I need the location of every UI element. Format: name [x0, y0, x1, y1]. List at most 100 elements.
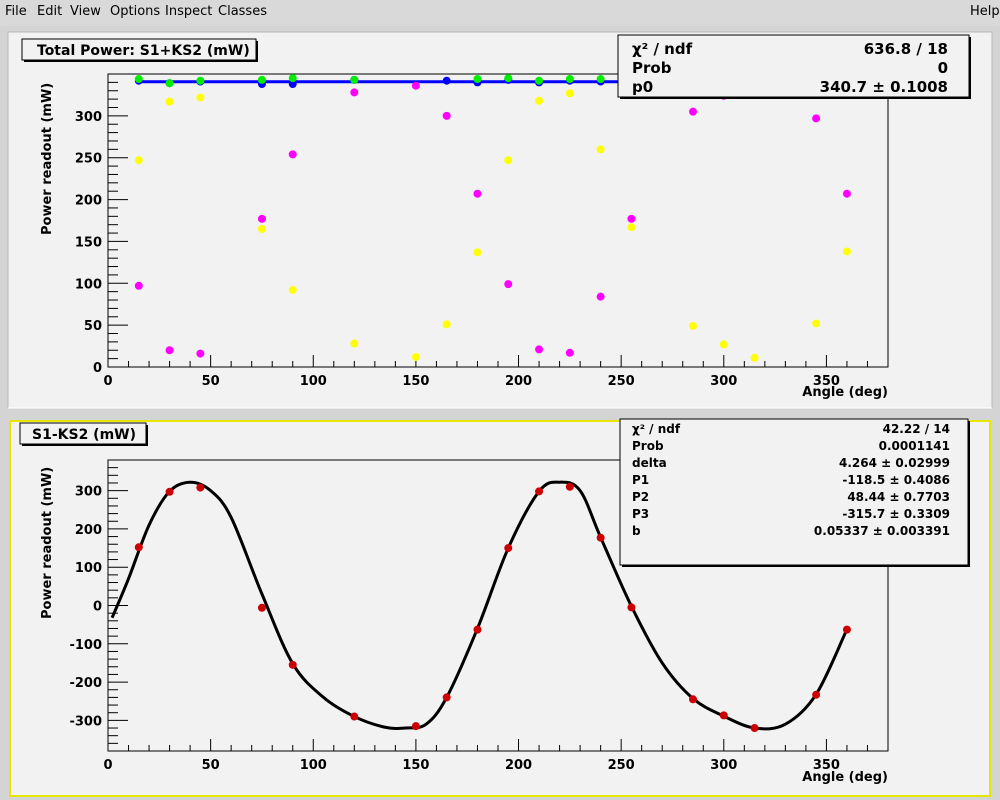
data-point [750, 724, 759, 733]
menu-file[interactable]: File [5, 4, 27, 19]
x-tick-label: 250 [608, 374, 635, 389]
data-point-yellow [627, 223, 636, 232]
data-point [812, 690, 821, 699]
data-point-magenta [535, 345, 544, 354]
stat-value: -118.5 ± 0.4086 [842, 473, 950, 487]
x-tick-label: 0 [103, 758, 112, 773]
fit-difference [110, 480, 849, 731]
stat-value: 0.0001141 [879, 439, 950, 453]
data-point [350, 712, 359, 721]
fit-curve [110, 480, 849, 731]
data-point-yellow [750, 353, 759, 362]
data-point-magenta [350, 88, 359, 97]
data-point-magenta [165, 346, 174, 355]
stat-label: χ² / ndf [632, 40, 693, 58]
data-point-magenta [411, 81, 420, 90]
data-point [196, 483, 205, 492]
stat-label: P1 [632, 473, 649, 487]
y-tick-label: -300 [69, 714, 102, 729]
stat-label: delta [632, 456, 667, 470]
data-point-yellow [473, 248, 482, 257]
data-point-magenta [196, 349, 205, 358]
x-tick-label: 150 [402, 374, 429, 389]
x-tick-label: 250 [608, 758, 635, 773]
menu-edit[interactable]: Edit [37, 4, 63, 19]
data-point-yellow [196, 93, 205, 102]
stat-value: 48.44 ± 0.7703 [847, 490, 950, 504]
data-point-yellow [288, 285, 297, 294]
x-tick-label: 100 [300, 758, 327, 773]
stat-value: -315.7 ± 0.3309 [842, 507, 950, 521]
pad-total-power[interactable]: 0 50 100 150 200 250 300 350050100150200250300 … [7, 31, 993, 409]
data-point [473, 625, 482, 634]
data-point-green [596, 75, 605, 84]
x-tick-label: 300 [710, 758, 737, 773]
data-point-blue [442, 76, 451, 85]
data-point-magenta [442, 111, 451, 120]
data-point-green [196, 76, 205, 85]
data-point-magenta [473, 189, 482, 198]
stat-value: 42.22 / 14 [883, 422, 950, 436]
data-point [627, 603, 636, 612]
data-point [535, 487, 544, 496]
data-point [288, 660, 297, 669]
data-point-magenta [627, 214, 636, 223]
menu-help[interactable]: Help [970, 4, 1000, 19]
data-point-yellow [689, 321, 697, 330]
menu-inspect[interactable]: Inspect [165, 4, 213, 19]
menu-classes[interactable]: Classes [218, 4, 267, 19]
data-point [257, 603, 266, 612]
title-difference: S1-KS2 (mW) [32, 427, 136, 443]
stat-value: 0.05337 ± 0.003391 [814, 524, 950, 538]
y-tick-label: 150 [75, 235, 102, 250]
stat-value: 0 [938, 59, 948, 77]
stat-value: 340.7 ± 0.1008 [820, 78, 948, 96]
data-point-magenta [504, 280, 513, 289]
x-tick-label: 200 [505, 374, 532, 389]
menu-options[interactable]: Options [110, 4, 161, 19]
y-tick-label: 100 [75, 561, 102, 576]
data-point-yellow [411, 352, 420, 361]
stat-label: Prob [632, 59, 672, 77]
title-total-power: Total Power: S1+KS2 (mW) [37, 43, 250, 59]
y-tick-label: 200 [75, 523, 102, 538]
y-tick-label: 0 [93, 600, 102, 615]
data-point-yellow [134, 156, 143, 165]
data-point [165, 487, 174, 496]
x-tick-label: 300 [710, 374, 737, 389]
data-point [504, 544, 513, 553]
plot-canvas[interactable]: 0 50 100 150 200 250 300 350050100150200250300 … [0, 26, 1000, 800]
xlabel-total-power: Angle (deg) [802, 385, 888, 400]
stat-label: p0 [632, 78, 653, 96]
y-tick-label: -200 [69, 676, 102, 691]
data-point-yellow [812, 319, 821, 328]
y-tick-label: -100 [69, 638, 102, 653]
data-point-magenta [596, 292, 605, 301]
ylabel-difference: Power readout (mW) [40, 467, 55, 619]
data-point [719, 711, 728, 720]
pad-difference[interactable]: 0 50 100 150 200 250 300 350 -300 -200 -100 0 100 200… [9, 418, 991, 797]
data-point-yellow [165, 97, 174, 106]
stat-label: P2 [632, 490, 649, 504]
x-tick-label: 150 [402, 758, 429, 773]
data-point-magenta [842, 189, 851, 198]
x-tick-label: 350 [813, 758, 840, 773]
data-point-yellow [565, 89, 574, 98]
points-difference [134, 482, 851, 733]
y-tick-label: 300 [75, 110, 102, 125]
stat-value: 4.264 ± 0.02999 [839, 456, 950, 470]
x-tick-label: 350 [813, 374, 840, 389]
menu-view[interactable]: View [70, 4, 101, 19]
data-point-yellow [257, 224, 266, 233]
y-tick-label: 200 [75, 194, 102, 209]
data-point-yellow [596, 145, 605, 154]
data-point [689, 695, 697, 704]
ylabel-total-power: Power readout (mW) [40, 83, 55, 235]
stat-value: 636.8 / 18 [864, 40, 948, 58]
x-tick-label: 50 [202, 758, 220, 773]
data-point-yellow [719, 340, 728, 349]
y-tick-label: 250 [75, 152, 102, 167]
data-point-green [473, 75, 482, 84]
y-tick-label: 300 [75, 485, 102, 500]
stats-box-difference: χ² / ndf 42.22 / 14 Prob 0.0001141 delta… [619, 418, 970, 567]
